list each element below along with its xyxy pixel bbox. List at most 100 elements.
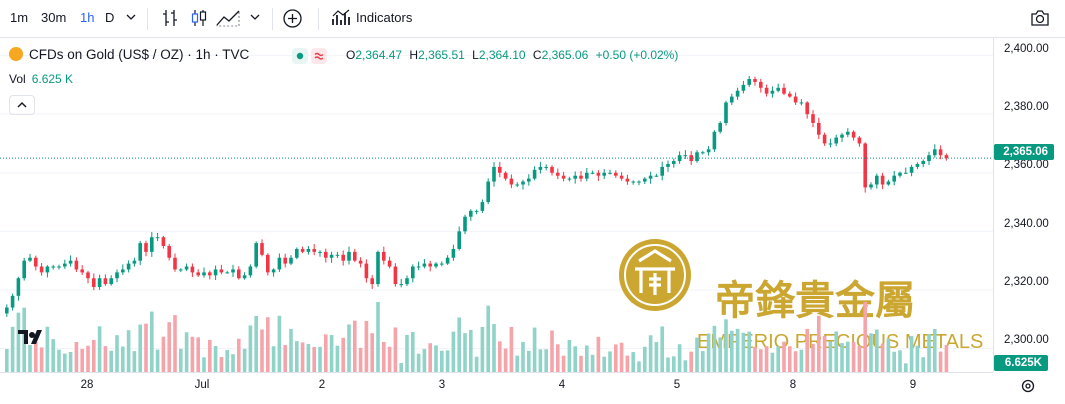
volume-bar <box>805 328 809 372</box>
volume-bar <box>776 346 780 372</box>
candle-body <box>393 266 398 285</box>
volume-bar <box>515 355 519 372</box>
volume-bar <box>480 326 485 372</box>
candlestick-icon[interactable] <box>189 7 209 29</box>
volume-bar <box>434 345 438 372</box>
candle-body <box>260 243 264 255</box>
candle-body <box>735 90 740 97</box>
candle-body <box>399 284 403 286</box>
toolbar-divider <box>147 8 148 30</box>
market-open-icon <box>292 48 308 64</box>
candle-body <box>869 184 873 188</box>
time-tick: Jul <box>194 379 210 391</box>
candle-body <box>45 266 50 273</box>
candle-body <box>660 166 664 176</box>
candle-body <box>86 272 90 279</box>
volume-bar <box>184 332 189 372</box>
collapse-legend-button[interactable] <box>9 95 35 115</box>
volume-bar <box>503 348 508 372</box>
candle-body <box>335 254 340 256</box>
volume-bar <box>840 343 844 372</box>
chevron-down-icon[interactable] <box>125 11 137 23</box>
candle-body <box>590 172 595 174</box>
interval-d[interactable]: D <box>105 10 115 25</box>
candle-body <box>811 114 815 123</box>
candle-body <box>445 257 450 264</box>
volume-bar <box>944 344 949 372</box>
candle-body <box>283 257 287 264</box>
candle-body <box>498 166 502 173</box>
candle-body <box>138 243 142 261</box>
volume-bar <box>782 341 786 372</box>
symbol-title[interactable]: CFDs on Gold (US$ / OZ) · 1h · TVC <box>9 47 249 62</box>
volume-bar <box>898 350 902 372</box>
volume-bar <box>115 335 119 372</box>
camera-icon[interactable] <box>1030 9 1050 27</box>
last-price-tag: 2,365.06 <box>994 144 1054 160</box>
candle-body <box>34 257 38 267</box>
interval-1h[interactable]: 1h <box>80 10 95 25</box>
volume-bar <box>672 356 676 372</box>
interval-1m[interactable]: 1m <box>10 10 29 25</box>
candle-body <box>463 216 467 232</box>
candle-body <box>289 257 293 264</box>
volume-bar <box>828 341 833 372</box>
volume-bar <box>892 351 896 372</box>
candle-body <box>382 251 386 261</box>
candle-body <box>875 175 879 185</box>
candle-body <box>173 257 177 270</box>
interval-30m[interactable]: 30m <box>41 10 67 25</box>
candle-body <box>834 137 838 144</box>
volume-bar <box>625 355 630 372</box>
volume-bar <box>909 336 914 372</box>
candle-body <box>666 163 670 167</box>
indicators-button[interactable]: Indicators <box>356 10 413 25</box>
bar-chart-icon[interactable] <box>160 7 180 29</box>
volume-bar <box>324 334 328 372</box>
volume-legend: Vol 6.625 K <box>9 72 74 86</box>
volume-bar <box>63 353 67 372</box>
candle-body <box>358 260 363 264</box>
volume-bar <box>103 346 108 372</box>
candle-body <box>92 278 96 288</box>
candle-body <box>509 178 514 185</box>
price-chart[interactable]: 帝鋒貴金屬 EMPERIO PRECIOUS METALS <box>0 38 993 372</box>
settings-gear-icon[interactable] <box>1020 378 1036 394</box>
candle-body <box>909 166 914 173</box>
volume-bar <box>28 345 32 372</box>
top-toolbar: 1m 30m 1h D Indicators <box>0 0 1065 38</box>
volume-bar <box>80 348 84 372</box>
data-source-icon <box>311 48 327 64</box>
time-axis[interactable]: 28 Jul 2 3 4 5 8 9 <box>0 372 993 404</box>
area-chart-icon[interactable] <box>215 7 241 29</box>
candle-body <box>57 266 61 268</box>
candle-body <box>614 172 618 176</box>
volume-bar <box>341 337 345 372</box>
volume-bar <box>393 327 398 372</box>
volume-bar <box>585 345 589 372</box>
volume-bar <box>416 353 421 372</box>
volume-bar <box>712 325 717 372</box>
candle-body <box>202 272 206 276</box>
volume-bar <box>231 354 235 372</box>
add-compare-icon[interactable] <box>282 8 303 29</box>
volume-bar <box>706 333 711 372</box>
candle-body <box>480 202 485 211</box>
volume-bar <box>863 302 867 372</box>
chevron-down-icon[interactable] <box>249 11 261 23</box>
indicators-icon[interactable] <box>331 8 351 28</box>
price-axis[interactable]: 2,400.00 2,380.00 2,360.00 2,340.00 2,32… <box>993 38 1065 372</box>
volume-bar <box>904 363 908 372</box>
volume-bar <box>608 351 612 372</box>
tradingview-logo <box>18 330 42 344</box>
volume-bar <box>138 324 142 372</box>
candle-body <box>764 87 769 94</box>
candle-body <box>550 166 554 173</box>
candle-body <box>387 260 392 267</box>
volume-bar <box>16 312 21 372</box>
volume-bar <box>880 343 885 372</box>
candle-body <box>341 254 345 261</box>
candle-body <box>150 237 154 252</box>
volume-bar <box>248 325 253 372</box>
candle-body <box>596 172 601 176</box>
